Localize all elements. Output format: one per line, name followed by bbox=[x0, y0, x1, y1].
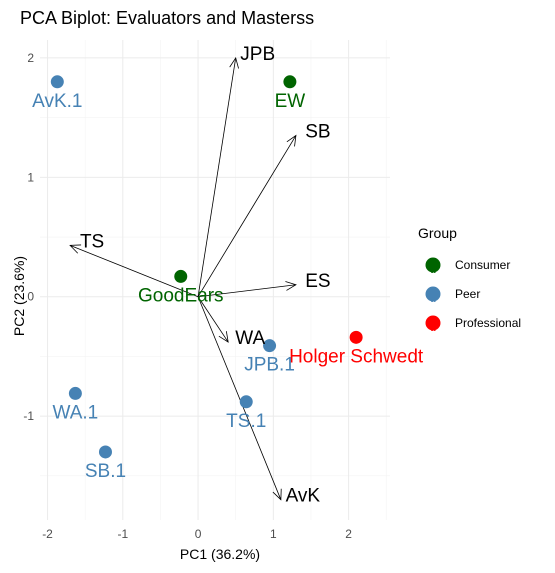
point-label: AvK.1 bbox=[32, 91, 82, 112]
loading-label: TS bbox=[80, 231, 104, 252]
svg-text:a: a bbox=[430, 294, 436, 304]
chart-title: PCA Biplot: Evaluators and Masterss bbox=[20, 8, 314, 28]
loading-label: AvK bbox=[286, 486, 321, 507]
legend-label: Peer bbox=[455, 287, 480, 301]
legend: Group a Consumer a Peer a Professional bbox=[418, 225, 521, 333]
point-label: SB.1 bbox=[85, 461, 126, 482]
loading-arrow-es bbox=[198, 281, 297, 298]
grid bbox=[40, 40, 390, 520]
loading-arrow-wa bbox=[197, 296, 229, 343]
point-label: JPB.1 bbox=[244, 355, 295, 376]
point-sb-1 bbox=[98, 445, 112, 459]
legend-item: a Professional bbox=[425, 315, 521, 333]
y-tick-label: 2 bbox=[27, 51, 34, 65]
x-tick-label: -1 bbox=[117, 527, 128, 541]
axis-ticks: -2 -1 0 1 2 -1 0 1 2 bbox=[23, 51, 352, 541]
x-tick-label: -2 bbox=[42, 527, 53, 541]
point-label: EW bbox=[275, 91, 306, 112]
point-ts-1 bbox=[239, 395, 253, 409]
y-tick-label: -1 bbox=[23, 409, 34, 423]
legend-item: a Peer bbox=[425, 286, 480, 304]
point-label: GoodEars bbox=[138, 285, 224, 306]
legend-label: Professional bbox=[455, 316, 521, 330]
y-tick-label: 0 bbox=[27, 290, 34, 304]
x-tick-label: 1 bbox=[270, 527, 277, 541]
loading-arrow-sb bbox=[197, 134, 297, 297]
point-wa-1 bbox=[68, 386, 82, 400]
legend-title: Group bbox=[418, 225, 457, 241]
legend-label: Consumer bbox=[455, 258, 510, 272]
loading-label: WA bbox=[235, 328, 265, 349]
svg-text:a: a bbox=[430, 323, 436, 333]
legend-item: a Consumer bbox=[425, 257, 510, 275]
point-goodears bbox=[174, 269, 188, 283]
loading-label: SB bbox=[305, 122, 330, 143]
point-jpb-1 bbox=[263, 339, 277, 353]
loading-label: ES bbox=[305, 271, 330, 292]
svg-text:a: a bbox=[430, 265, 436, 275]
legend-key bbox=[425, 286, 441, 302]
point-label: Holger Schwedt bbox=[289, 346, 424, 367]
x-tick-label: 0 bbox=[195, 527, 202, 541]
point-holger-schwedt bbox=[349, 330, 363, 344]
legend-key bbox=[425, 257, 441, 273]
point-label: WA.1 bbox=[53, 402, 99, 423]
loading-arrow-ts bbox=[69, 244, 199, 298]
y-axis-title: PC2 (23.6%) bbox=[11, 256, 27, 336]
legend-key bbox=[425, 315, 441, 331]
x-tick-label: 2 bbox=[345, 527, 352, 541]
observation-points bbox=[50, 75, 363, 459]
point-avk-1 bbox=[50, 75, 64, 89]
x-axis-title: PC1 (36.2%) bbox=[180, 546, 260, 562]
point-label: TS.1 bbox=[226, 411, 266, 432]
point-ew bbox=[283, 75, 297, 89]
loading-arrow-avk bbox=[197, 296, 282, 501]
loading-arrows bbox=[69, 56, 297, 501]
loading-arrow-jpb bbox=[197, 56, 239, 297]
y-tick-label: 1 bbox=[27, 170, 34, 184]
loading-label: JPB bbox=[240, 44, 275, 65]
